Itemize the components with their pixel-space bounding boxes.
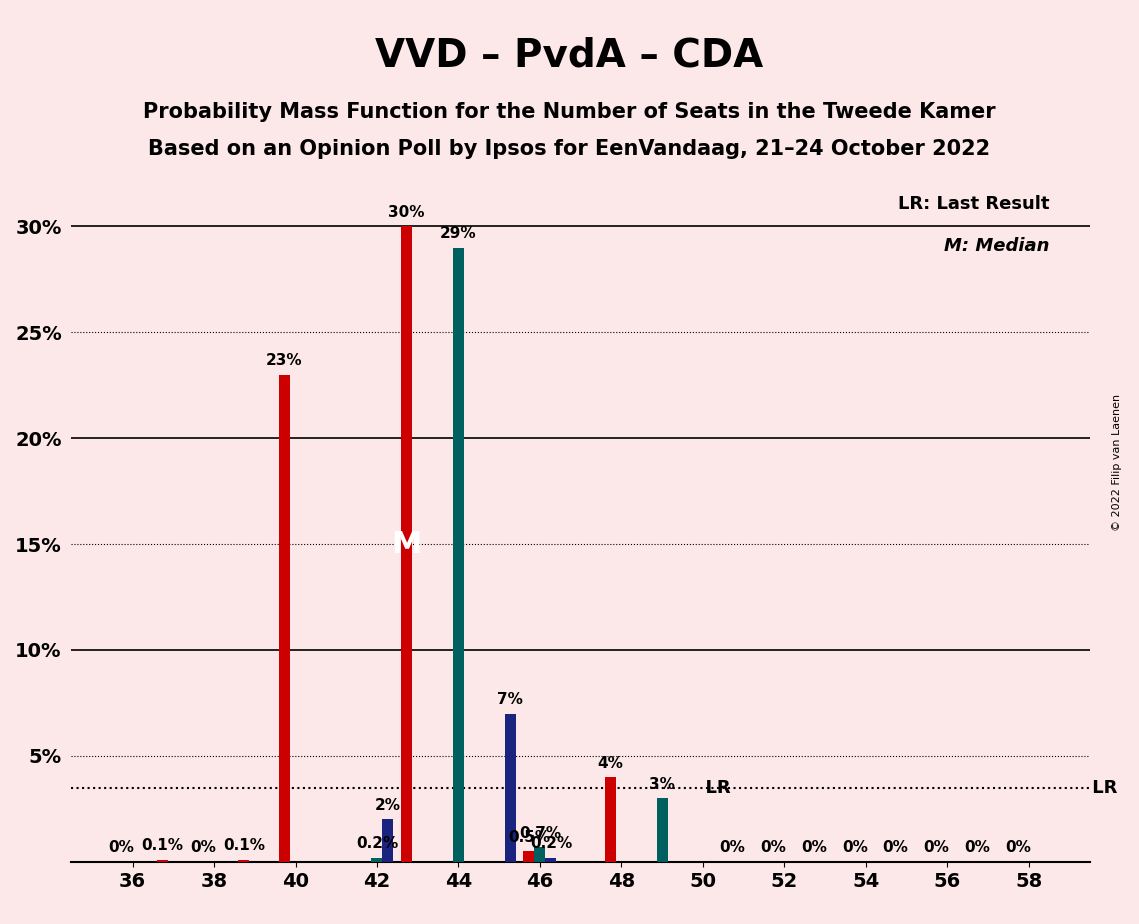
Text: M: Median: M: Median — [943, 237, 1049, 255]
Bar — [453, 248, 464, 862]
Text: 0%: 0% — [964, 841, 990, 856]
Bar — [383, 820, 393, 862]
Text: LR: LR — [1085, 779, 1117, 796]
Text: 0%: 0% — [924, 841, 949, 856]
Text: 29%: 29% — [440, 226, 477, 241]
Text: 0%: 0% — [1005, 841, 1031, 856]
Text: 0.2%: 0.2% — [530, 836, 572, 851]
Bar — [605, 777, 616, 862]
Bar — [401, 226, 412, 862]
Text: 0%: 0% — [883, 841, 909, 856]
Text: 0.1%: 0.1% — [223, 838, 264, 854]
Bar — [371, 857, 383, 862]
Bar — [505, 713, 516, 862]
Text: 0%: 0% — [842, 841, 868, 856]
Text: 30%: 30% — [388, 205, 425, 220]
Bar — [546, 857, 557, 862]
Bar — [524, 851, 534, 862]
Text: 0%: 0% — [190, 841, 216, 856]
Bar — [534, 847, 546, 862]
Bar — [157, 859, 167, 862]
Text: M: M — [392, 529, 421, 559]
Text: 4%: 4% — [598, 756, 623, 771]
Text: 7%: 7% — [498, 692, 523, 707]
Text: 0.5%: 0.5% — [508, 830, 550, 845]
Text: 23%: 23% — [267, 353, 303, 369]
Text: 2%: 2% — [375, 798, 401, 813]
Bar — [279, 374, 290, 862]
Text: 0.1%: 0.1% — [141, 838, 183, 854]
Text: Based on an Opinion Poll by Ipsos for EenVandaag, 21–24 October 2022: Based on an Opinion Poll by Ipsos for Ee… — [148, 139, 991, 159]
Text: LR: Last Result: LR: Last Result — [898, 195, 1049, 213]
Text: LR: LR — [694, 779, 731, 796]
Text: 0.2%: 0.2% — [355, 836, 399, 851]
Text: © 2022 Filip van Laenen: © 2022 Filip van Laenen — [1112, 394, 1122, 530]
Bar — [656, 798, 667, 862]
Text: 0%: 0% — [720, 841, 746, 856]
Text: 0%: 0% — [761, 841, 786, 856]
Text: Probability Mass Function for the Number of Seats in the Tweede Kamer: Probability Mass Function for the Number… — [144, 102, 995, 122]
Text: 3%: 3% — [649, 777, 675, 792]
Text: 0.7%: 0.7% — [519, 826, 562, 841]
Bar — [238, 859, 249, 862]
Text: 0%: 0% — [801, 841, 827, 856]
Text: VVD – PvdA – CDA: VVD – PvdA – CDA — [376, 37, 763, 75]
Text: 0%: 0% — [108, 841, 134, 856]
